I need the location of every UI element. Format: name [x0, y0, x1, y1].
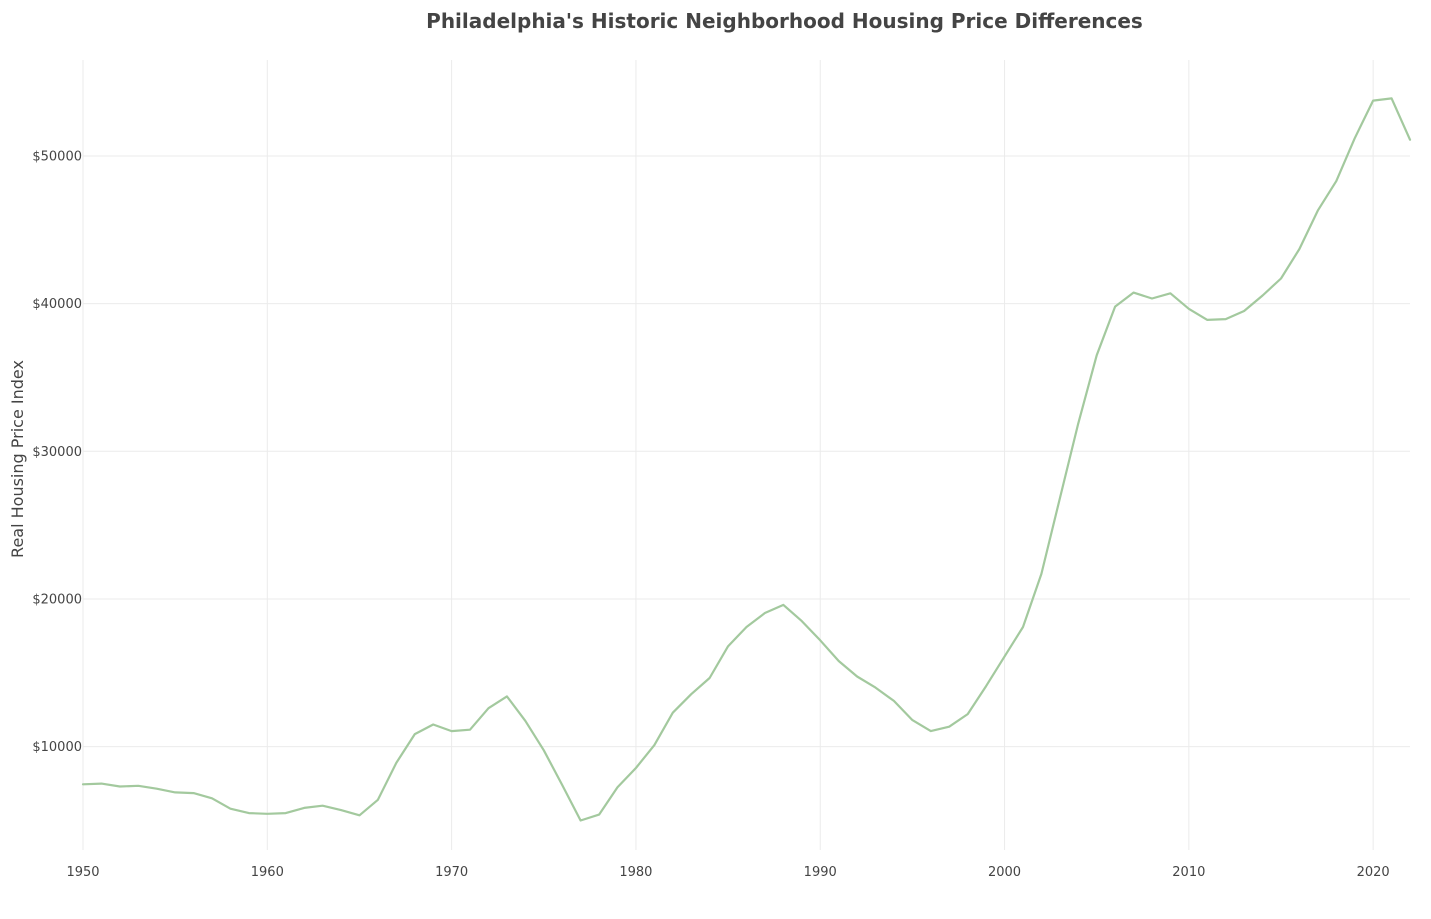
x-axis: 1950 1960 1970 1980 1990 2000 2010 2020 [66, 865, 1389, 880]
y-tick-label: $10000 [32, 740, 82, 755]
x-tick-label: 1980 [619, 865, 652, 880]
y-tick-label: $40000 [32, 297, 82, 312]
x-tick-label: 1990 [804, 865, 837, 880]
series-line [81, 97, 1412, 822]
chart-title: Philadelphia's Historic Neighborhood Hou… [426, 9, 1143, 33]
x-tick-label: 1970 [435, 865, 468, 880]
y-tick-label: $20000 [32, 592, 82, 607]
y-tick-label: $50000 [32, 149, 82, 164]
x-tick-label: 2000 [988, 865, 1021, 880]
x-tick-label: 2010 [1172, 865, 1205, 880]
y-tick-label: $30000 [32, 445, 82, 460]
x-tick-label: 1960 [251, 865, 284, 880]
y-axis-title: Real Housing Price Index [8, 360, 27, 558]
grid-lines [82, 60, 1410, 850]
x-tick-label: 2020 [1357, 865, 1390, 880]
x-tick-label: 1950 [66, 865, 99, 880]
series-layer [81, 97, 1412, 822]
y-axis: $10000 $20000 $30000 $40000 $50000 [32, 149, 82, 755]
